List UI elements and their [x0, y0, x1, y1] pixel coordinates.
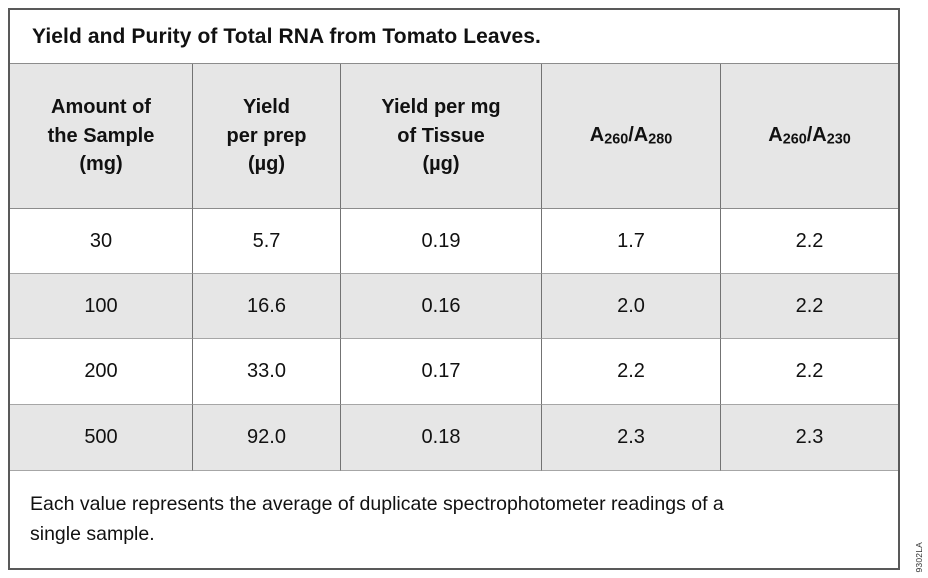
data-cell-a260-a280: 2.2: [542, 339, 721, 405]
table-footnote: Each value represents the average of dup…: [10, 471, 898, 568]
header-line: of Tissue: [397, 124, 485, 147]
table-title: Yield and Purity of Total RNA from Tomat…: [10, 10, 898, 64]
footnote-line: single sample.: [30, 522, 155, 545]
header-line: per prep: [226, 124, 307, 147]
header-line: Yield: [242, 96, 291, 119]
header-line: (µg): [422, 153, 460, 176]
header-line: Amount of: [51, 96, 151, 119]
ratio-subscript: 230: [826, 132, 851, 149]
data-cell-sample-amount: 30: [10, 209, 193, 274]
data-cell-a260-a280: 1.7: [542, 209, 721, 274]
data-cell-a260-a230: 2.2: [721, 339, 898, 405]
header-cell-a260-a280: A260/A280: [542, 64, 721, 209]
ratio-subscript: 260: [604, 132, 629, 149]
data-cell-yield-per-mg: 0.17: [341, 339, 542, 405]
data-cell-yield-per-prep: 5.7: [193, 209, 341, 274]
data-cell-a260-a280: 2.0: [542, 274, 721, 339]
rna-yield-purity-table: Yield and Purity of Total RNA from Tomat…: [8, 8, 900, 570]
data-cell-sample-amount: 200: [10, 339, 193, 405]
ratio-base: A: [589, 124, 605, 147]
data-cell-yield-per-prep: 16.6: [193, 274, 341, 339]
data-cell-sample-amount: 500: [10, 405, 193, 471]
header-cell-yield-per-prep: Yield per prep (µg): [193, 64, 341, 209]
data-cell-yield-per-mg: 0.16: [341, 274, 542, 339]
data-cell-yield-per-mg: 0.18: [341, 405, 542, 471]
footnote-line: Each value represents the average of dup…: [30, 493, 724, 516]
data-cell-a260-a230: 2.2: [721, 274, 898, 339]
header-line: Yield per mg: [381, 96, 501, 119]
header-line: (µg): [247, 153, 286, 176]
data-cell-sample-amount: 100: [10, 274, 193, 339]
ratio-base: /A: [806, 124, 827, 147]
table-title-text: Yield and Purity of Total RNA from Tomat…: [32, 24, 541, 48]
data-cell-yield-per-prep: 92.0: [193, 405, 341, 471]
data-cell-a260-a280: 2.3: [542, 405, 721, 471]
ratio-label: A260/A230: [768, 121, 850, 150]
data-cell-yield-per-prep: 33.0: [193, 339, 341, 405]
data-cell-a260-a230: 2.2: [721, 209, 898, 274]
ratio-base: A: [768, 124, 783, 147]
data-cell-yield-per-mg: 0.19: [341, 209, 542, 274]
data-cell-a260-a230: 2.3: [721, 405, 898, 471]
figure-code: 9302LA: [914, 542, 924, 573]
header-cell-a260-a230: A260/A230: [721, 64, 898, 209]
ratio-subscript: 260: [782, 132, 807, 149]
header-cell-amount-of-sample: Amount of the Sample (mg): [10, 64, 193, 209]
ratio-base: /A: [628, 124, 649, 147]
header-line: (mg): [79, 153, 123, 176]
header-line: the Sample: [47, 124, 155, 147]
ratio-label: A260/A280: [590, 121, 672, 150]
ratio-subscript: 280: [648, 132, 673, 149]
header-cell-yield-per-mg-tissue: Yield per mg of Tissue (µg): [341, 64, 542, 209]
